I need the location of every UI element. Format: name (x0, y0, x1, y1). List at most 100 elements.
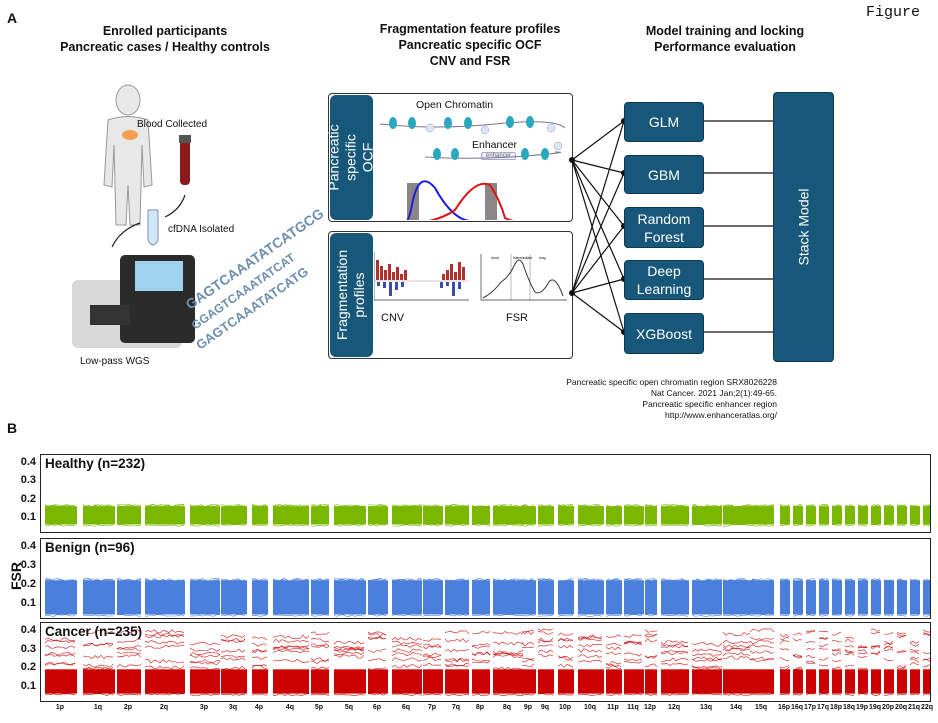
fsr-sample-line (82, 578, 114, 583)
fsr-sample-line (577, 578, 603, 583)
fsr-sample-line (391, 644, 423, 648)
fsr-band-19p (858, 580, 868, 615)
fsr-sample-line (605, 693, 622, 696)
healthy-title: Healthy (n=232) (45, 456, 146, 471)
fsr-sample-line (116, 524, 142, 527)
fsr-band-17q (819, 669, 829, 694)
red-coverage-curve (428, 182, 515, 220)
fsr-band-7p (423, 669, 443, 694)
fsr-band-9q (538, 580, 554, 615)
reference-line: Pancreatic specific open chromatin regio… (566, 377, 777, 387)
fsr-sample-line (896, 693, 906, 696)
fsr-sample-line (521, 642, 535, 647)
fsr-sample-line (189, 647, 221, 652)
fsr-sample-line (857, 524, 868, 527)
fsr-sample-line (82, 578, 114, 582)
x-tick-label: 22q (920, 704, 934, 711)
nucleosome-icons (389, 116, 549, 160)
fsr-band-8q (493, 506, 523, 525)
reference-line: http://www.enhanceratlas.org/ (665, 410, 777, 420)
fsr-sample-line (333, 614, 365, 617)
fsr-sample-line (391, 578, 423, 583)
fsr-sample-line (557, 614, 574, 617)
fsr-sample-line (722, 631, 751, 637)
fragmentation-tab: Fragmentation profiles (330, 233, 373, 357)
fsr-sample-line (779, 578, 790, 580)
fsr-sample-line (922, 651, 933, 655)
fsr-sample-line (792, 578, 803, 583)
fsr-sample-line (818, 647, 829, 650)
fsr-sample-line (818, 664, 829, 667)
fsr-sample-line (221, 634, 246, 639)
fsr-sample-line (779, 578, 790, 582)
sequencer-icon (72, 255, 195, 348)
fsr-sample-line (857, 667, 868, 670)
fsr-sample-line (444, 658, 470, 662)
fsr-sample-line (644, 629, 658, 633)
fsr-sample-line (537, 578, 554, 581)
fsr-sample-line (116, 629, 142, 634)
fsr-band-19q (871, 580, 881, 615)
fsr-sample-line (749, 637, 775, 641)
fsr-sample-line (537, 631, 554, 635)
fsr-sample-line (144, 629, 185, 634)
fsr-sample-line (220, 654, 246, 659)
fsr-band-11p (606, 669, 622, 694)
fsr-sample-line (623, 658, 642, 662)
fsr-sample-line (857, 649, 868, 653)
fsr-sample-line (557, 579, 574, 583)
fsr-sample-line (444, 630, 470, 635)
fsr-band-14q (723, 506, 751, 525)
fsr-sample-line (909, 524, 920, 526)
fsr-sample-line (691, 504, 723, 509)
fsr-sample-line (605, 634, 622, 638)
fsr-band-10q (578, 669, 604, 694)
fsr-sample-line (251, 656, 268, 660)
fsr-sample-line (896, 666, 907, 670)
fsr-sample-line (190, 524, 221, 527)
fsr-sample-line (896, 634, 906, 639)
fsr-sample-line (844, 504, 855, 508)
fsr-band-3p (190, 506, 220, 525)
fsr-sample-line (870, 632, 881, 635)
fsr-sample-line (444, 662, 470, 667)
fsr-sample-line (577, 654, 603, 658)
fsr-sample-line (722, 647, 751, 652)
fsr-band-10q (578, 506, 604, 525)
fsr-band-4p (252, 580, 268, 615)
fsr-band-15q (750, 580, 774, 615)
fsr-band-19q (871, 506, 881, 525)
fsr-band-20p (884, 580, 894, 615)
fsr-sample-line (422, 645, 442, 650)
fsr-sample-line (310, 666, 330, 671)
cnv-label: CNV (381, 312, 405, 324)
fsr-sample-line (883, 693, 894, 696)
fsr-sample-line (805, 630, 816, 632)
fsr-band-13q (692, 580, 722, 615)
fsr-sample-line (471, 505, 491, 507)
fsr-sample-line (492, 504, 524, 509)
fsr-band-20p (884, 506, 894, 525)
fsr-sample-line (367, 648, 387, 654)
fsr-band-8p (472, 506, 490, 525)
fsr-sample-line (367, 504, 387, 508)
fsr-sample-line (391, 648, 423, 653)
fsr-sample-line (472, 660, 491, 664)
fsr-sample-line (883, 642, 894, 646)
blood-collected-label: Blood Collected (137, 119, 208, 130)
panel-b-letter: B (7, 420, 18, 436)
fsr-band-1q (83, 506, 115, 525)
fsr-sample-line (116, 638, 142, 643)
fsr-sample-line (471, 693, 491, 696)
fsr-sample-line (144, 633, 185, 639)
fsr-sample-line (623, 693, 643, 696)
stack-model-label: Stack Model (795, 188, 812, 266)
fsr-band-1q (83, 669, 115, 694)
fsr-sample-line (660, 640, 689, 645)
fsr-sample-line (818, 637, 829, 640)
fsr-band-4p (252, 506, 268, 525)
fsr-band-21q (910, 580, 920, 615)
fsr-band-17q (819, 580, 829, 615)
x-tick-label: 5p (314, 704, 324, 711)
fsr-sample-line (644, 633, 658, 636)
